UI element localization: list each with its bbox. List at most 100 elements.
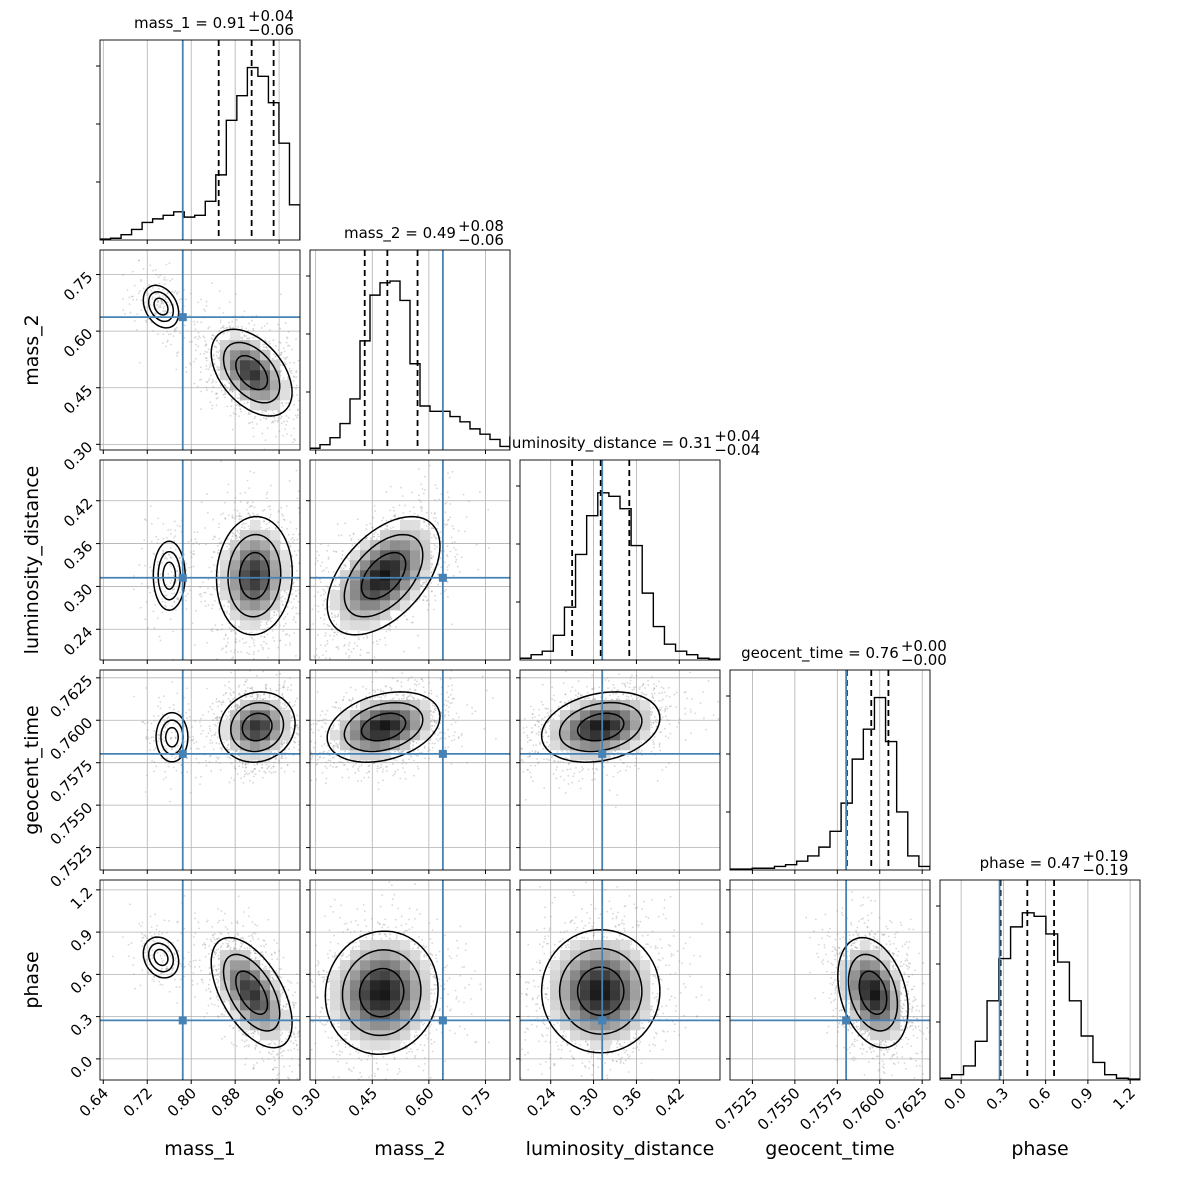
sample-point bbox=[311, 710, 313, 712]
sample-point bbox=[177, 565, 179, 568]
sample-point bbox=[190, 556, 193, 558]
sample-point bbox=[406, 618, 409, 621]
sample-point bbox=[153, 627, 156, 629]
sample-point bbox=[283, 590, 286, 593]
sample-point bbox=[236, 529, 239, 532]
sample-point bbox=[194, 538, 197, 541]
sample-point bbox=[218, 357, 220, 360]
sample-point bbox=[284, 615, 287, 618]
sample-point bbox=[140, 280, 143, 283]
sample-point bbox=[160, 302, 163, 305]
sample-point bbox=[263, 409, 265, 412]
sample-point bbox=[423, 520, 425, 523]
sample-point bbox=[230, 400, 233, 403]
sample-point bbox=[184, 298, 187, 301]
sample-point bbox=[215, 354, 218, 357]
sample-point bbox=[464, 530, 466, 533]
sample-point bbox=[359, 654, 362, 656]
sample-point bbox=[266, 620, 269, 623]
sample-point bbox=[213, 599, 216, 602]
sample-point bbox=[306, 444, 308, 446]
sample-point bbox=[263, 635, 266, 638]
sample-point bbox=[135, 328, 138, 331]
sample-point bbox=[263, 693, 266, 696]
density-bin bbox=[340, 590, 351, 601]
sample-point bbox=[230, 630, 232, 633]
sample-point bbox=[434, 484, 437, 486]
density-bin bbox=[270, 570, 281, 581]
sample-point bbox=[386, 528, 388, 531]
sample-point bbox=[340, 632, 343, 635]
sample-point bbox=[296, 714, 299, 717]
sample-point bbox=[425, 595, 427, 598]
sample-point bbox=[153, 553, 156, 556]
sample-point bbox=[456, 553, 459, 556]
sample-point bbox=[280, 422, 283, 425]
sample-point bbox=[280, 743, 283, 746]
marginal-title-lower: −0.06 bbox=[248, 21, 294, 39]
sample-point bbox=[434, 511, 436, 514]
density-bin bbox=[390, 550, 401, 561]
density-bin bbox=[400, 520, 411, 531]
sample-point bbox=[176, 692, 179, 695]
contour-line bbox=[157, 550, 182, 601]
sample-point bbox=[344, 522, 347, 525]
sample-point bbox=[390, 518, 392, 521]
sample-point bbox=[228, 748, 230, 751]
sample-point bbox=[215, 339, 218, 342]
sample-point bbox=[209, 705, 212, 708]
sample-point bbox=[238, 536, 241, 538]
sample-point bbox=[218, 330, 221, 332]
sample-point bbox=[161, 611, 164, 614]
sample-point bbox=[154, 312, 157, 315]
sample-point bbox=[211, 334, 214, 337]
sample-point bbox=[274, 624, 277, 627]
sample-point bbox=[329, 634, 331, 637]
sample-point bbox=[286, 433, 288, 435]
sample-point bbox=[173, 601, 176, 604]
sample-point bbox=[225, 327, 228, 329]
sample-point bbox=[265, 493, 268, 496]
sample-point bbox=[286, 633, 289, 635]
sample-point bbox=[274, 344, 277, 347]
density-bin bbox=[250, 360, 261, 371]
sample-point bbox=[202, 335, 205, 338]
sample-point bbox=[217, 549, 220, 551]
sample-point bbox=[261, 683, 263, 685]
sample-point bbox=[159, 306, 162, 309]
sample-point bbox=[340, 534, 343, 536]
sample-point bbox=[162, 537, 165, 540]
sample-point bbox=[277, 349, 280, 352]
sample-point bbox=[239, 408, 242, 411]
sample-point bbox=[307, 403, 309, 405]
density-bin bbox=[250, 350, 261, 361]
sample-point bbox=[304, 565, 306, 567]
sample-point bbox=[435, 517, 437, 520]
sample-point bbox=[321, 654, 324, 657]
sample-point bbox=[149, 591, 152, 594]
sample-point bbox=[165, 296, 167, 299]
sample-point bbox=[171, 278, 174, 281]
sample-point bbox=[162, 288, 164, 291]
sample-point bbox=[246, 651, 248, 654]
sample-point bbox=[425, 525, 428, 527]
sample-point bbox=[451, 470, 454, 473]
sample-point bbox=[282, 347, 285, 350]
sample-point bbox=[323, 622, 326, 625]
sample-point bbox=[169, 737, 172, 740]
sample-point bbox=[306, 579, 308, 581]
sample-point bbox=[203, 591, 205, 594]
sample-point bbox=[295, 370, 298, 372]
sample-point bbox=[295, 371, 298, 374]
sample-point bbox=[280, 707, 283, 710]
sample-point bbox=[291, 607, 294, 610]
sample-point bbox=[272, 636, 275, 639]
sample-point bbox=[239, 407, 242, 410]
sample-point bbox=[167, 333, 170, 336]
sample-point bbox=[420, 483, 423, 486]
sample-point bbox=[281, 603, 284, 605]
sample-point bbox=[303, 569, 305, 571]
sample-point bbox=[315, 557, 318, 560]
sample-point bbox=[366, 637, 369, 639]
sample-point bbox=[211, 378, 214, 381]
